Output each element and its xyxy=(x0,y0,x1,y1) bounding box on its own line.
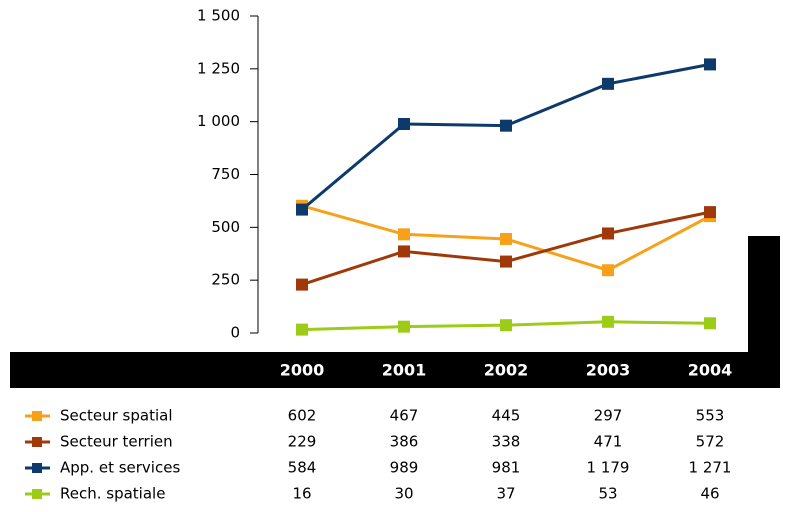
legend-marker xyxy=(32,489,42,499)
table-value: 53 xyxy=(598,485,617,503)
table-value: 37 xyxy=(496,485,515,503)
legend-label: App. et services xyxy=(60,459,180,477)
y-tick-label: 500 xyxy=(211,218,240,236)
y-tick-label: 1 000 xyxy=(197,112,240,130)
table-value: 467 xyxy=(390,407,419,425)
point-marker xyxy=(602,264,614,277)
table-value: 584 xyxy=(288,459,317,477)
point-marker xyxy=(500,255,512,268)
table-value: 229 xyxy=(288,433,317,451)
point-marker xyxy=(704,206,716,219)
legend-label: Rech. spatiale xyxy=(60,485,165,503)
table-value: 602 xyxy=(288,407,317,425)
table-value: 338 xyxy=(492,433,521,451)
legend-marker xyxy=(32,463,42,473)
point-marker xyxy=(296,323,308,336)
point-marker xyxy=(500,319,512,332)
table-value: 16 xyxy=(292,485,311,503)
legend-marker xyxy=(32,437,42,447)
x-header-label: 2000 xyxy=(280,361,325,380)
x-header-label: 2002 xyxy=(484,361,529,380)
y-tick-label: 0 xyxy=(230,324,240,342)
table-value: 445 xyxy=(492,407,521,425)
x-header-label: 2001 xyxy=(382,361,427,380)
table-value: 30 xyxy=(394,485,413,503)
point-marker xyxy=(296,203,308,216)
legend-marker xyxy=(32,411,42,421)
y-tick-label: 250 xyxy=(211,271,240,289)
legend-label: Secteur spatial xyxy=(60,407,173,425)
point-marker xyxy=(602,77,614,90)
header-block xyxy=(748,236,780,388)
x-header-label: 2004 xyxy=(688,361,733,380)
table-header-band xyxy=(10,352,780,388)
table-value: 297 xyxy=(594,407,623,425)
table-value: 46 xyxy=(700,485,719,503)
table-value: 1 271 xyxy=(689,459,732,477)
point-marker xyxy=(602,315,614,328)
point-marker xyxy=(296,278,308,291)
y-tick-label: 1 500 xyxy=(197,7,240,25)
table-value: 1 179 xyxy=(587,459,630,477)
table-value: 471 xyxy=(594,433,623,451)
y-tick-label: 1 250 xyxy=(197,59,240,77)
point-marker xyxy=(398,228,410,241)
point-marker xyxy=(398,245,410,258)
point-marker xyxy=(398,320,410,333)
y-tick-label: 750 xyxy=(211,165,240,183)
x-header-label: 2003 xyxy=(586,361,631,380)
point-marker xyxy=(398,117,410,130)
table-value: 989 xyxy=(390,459,419,477)
legend-label: Secteur terrien xyxy=(60,433,173,451)
table-value: 572 xyxy=(696,433,725,451)
point-marker xyxy=(602,227,614,240)
series-line xyxy=(301,62,711,211)
table-value: 981 xyxy=(492,459,521,477)
table-value: 553 xyxy=(696,407,725,425)
table-value: 386 xyxy=(390,433,419,451)
point-marker xyxy=(500,119,512,132)
point-marker xyxy=(704,317,716,330)
point-marker xyxy=(500,232,512,245)
point-marker xyxy=(704,58,716,71)
